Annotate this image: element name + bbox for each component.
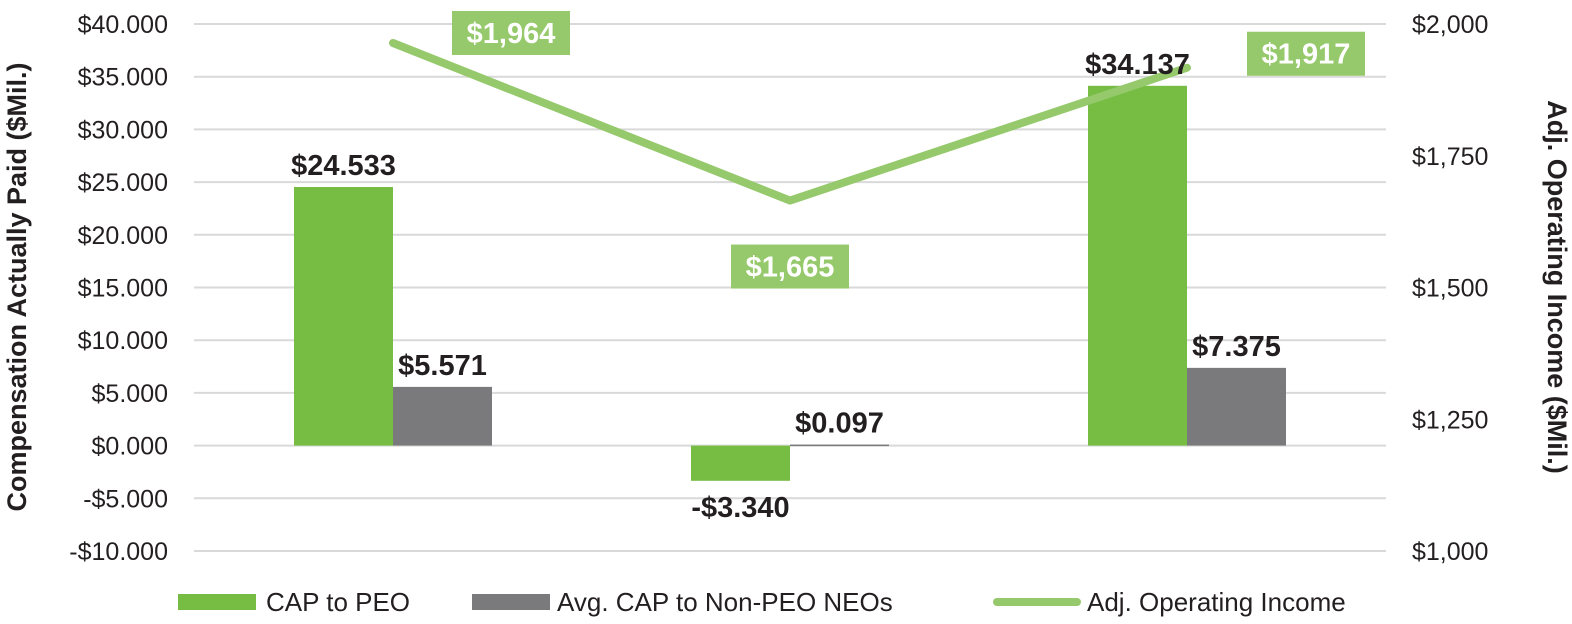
y-tick-label: $35.000 (78, 64, 168, 92)
y-tick-label: $0.000 (92, 433, 168, 461)
y-tick-label: $40.000 (78, 11, 168, 39)
line-label-box (731, 244, 849, 289)
y2-axis-title: Adj. Operating Income ($Mil.) (1542, 100, 1572, 474)
bar-cap-to-peo-2 (1088, 85, 1187, 446)
y-tick-label: -$10.000 (69, 538, 168, 566)
y-tick-label: $20.000 (78, 222, 168, 250)
y-axis-title: Compensation Actually Paid ($Mil.) (2, 62, 32, 511)
bar-data-label: $0.097 (795, 408, 884, 440)
bar-data-label: $7.375 (1192, 331, 1281, 363)
bar-avg-cap-non-peo-0 (393, 386, 492, 446)
y2-tick-label: $1,750 (1412, 143, 1488, 171)
y-tick-label: -$5.000 (83, 485, 168, 513)
line-label-box (452, 10, 570, 55)
bar-avg-cap-non-peo-1 (790, 444, 889, 447)
legend-swatch-avg-cap-non-peo (472, 594, 550, 610)
legend: CAP to PEO Avg. CAP to Non-PEO NEOs Adj.… (178, 587, 1346, 617)
bar-data-label: $24.533 (291, 150, 396, 182)
line-adj-operating-income (389, 38, 1191, 205)
y-tick-label: $15.000 (78, 275, 168, 303)
y2-tick-label: $2,000 (1412, 11, 1488, 39)
legend-swatch-cap-to-peo (178, 594, 256, 610)
legend-label-adj-operating-income: Adj. Operating Income (1087, 587, 1346, 617)
bar-avg-cap-non-peo-2 (1187, 367, 1286, 446)
bar-cap-to-peo-0 (294, 187, 393, 446)
bar-data-label: $5.571 (398, 350, 487, 382)
y-tick-label: $10.000 (78, 327, 168, 355)
legend-label-cap-to-peo: CAP to PEO (266, 587, 410, 617)
y2-tick-label: $1,000 (1412, 538, 1488, 566)
line-data-label: $1,917 (1262, 39, 1351, 71)
y2-tick-label: $1,250 (1412, 406, 1488, 434)
bar-cap-to-peo-1 (691, 445, 790, 481)
bar-data-label: $34.137 (1085, 49, 1190, 81)
line-data-label: $1,964 (467, 18, 556, 50)
bar-data-label: -$3.340 (691, 492, 789, 524)
y-tick-label: $30.000 (78, 116, 168, 144)
y-tick-label: $25.000 (78, 169, 168, 197)
y-tick-label: $5.000 (92, 380, 168, 408)
line-label-box (1247, 31, 1365, 76)
y2-tick-label: $1,500 (1412, 275, 1488, 303)
legend-label-avg-cap-non-peo: Avg. CAP to Non-PEO NEOs (557, 587, 893, 617)
line-data-label: $1,665 (746, 252, 835, 284)
